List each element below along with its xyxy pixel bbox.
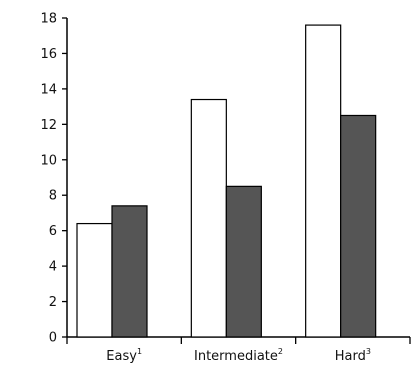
y-tick-label: 2 bbox=[49, 295, 57, 310]
y-tick-label: 12 bbox=[40, 118, 57, 133]
y-tick-label: 14 bbox=[40, 82, 57, 97]
y-tick-label: 8 bbox=[49, 189, 57, 204]
bar-intermediate-series-1 bbox=[190, 98, 227, 338]
x-axis bbox=[66, 336, 411, 344]
bar-intermediate-series-2 bbox=[225, 185, 262, 338]
y-tick-label: 0 bbox=[49, 331, 57, 346]
y-axis: 0 2 4 6 8 10 12 14 16 18 bbox=[40, 12, 68, 346]
bar-easy-series-1 bbox=[76, 222, 113, 338]
category-superscript: 3 bbox=[366, 347, 371, 356]
x-category-label: Intermediate2 bbox=[194, 347, 283, 364]
category-name: Hard bbox=[335, 349, 366, 364]
y-tick-label: 6 bbox=[49, 224, 57, 239]
x-axis-labels: Easy1 Intermediate2 Hard3 bbox=[106, 347, 371, 364]
bar-easy-series-2 bbox=[111, 205, 148, 338]
y-tick-label: 4 bbox=[49, 260, 57, 275]
category-superscript: 1 bbox=[137, 347, 142, 356]
bar-hard-series-1 bbox=[305, 24, 342, 338]
y-tick-label: 10 bbox=[40, 153, 57, 168]
y-tick-label: 16 bbox=[40, 47, 57, 62]
bars bbox=[76, 24, 377, 338]
category-name: Easy bbox=[106, 349, 137, 364]
bar-hard-series-2 bbox=[340, 114, 377, 338]
x-category-label: Easy1 bbox=[106, 347, 142, 364]
category-name: Intermediate bbox=[194, 349, 278, 364]
x-category-label: Hard3 bbox=[335, 347, 371, 364]
y-tick-label: 18 bbox=[40, 12, 57, 27]
category-superscript: 2 bbox=[278, 347, 283, 356]
